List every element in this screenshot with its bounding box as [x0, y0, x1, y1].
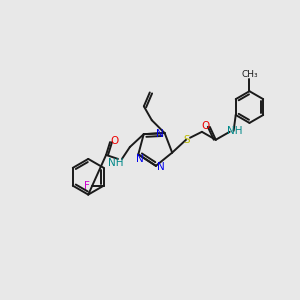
- Text: CH₃: CH₃: [241, 70, 258, 79]
- Text: O: O: [202, 121, 210, 131]
- Text: N: N: [157, 162, 165, 172]
- Text: N: N: [156, 129, 164, 139]
- Text: N: N: [136, 154, 144, 164]
- Text: NH: NH: [227, 126, 242, 136]
- Text: O: O: [111, 136, 119, 146]
- Text: S: S: [184, 135, 190, 145]
- Text: F: F: [84, 181, 90, 191]
- Text: NH: NH: [108, 158, 124, 168]
